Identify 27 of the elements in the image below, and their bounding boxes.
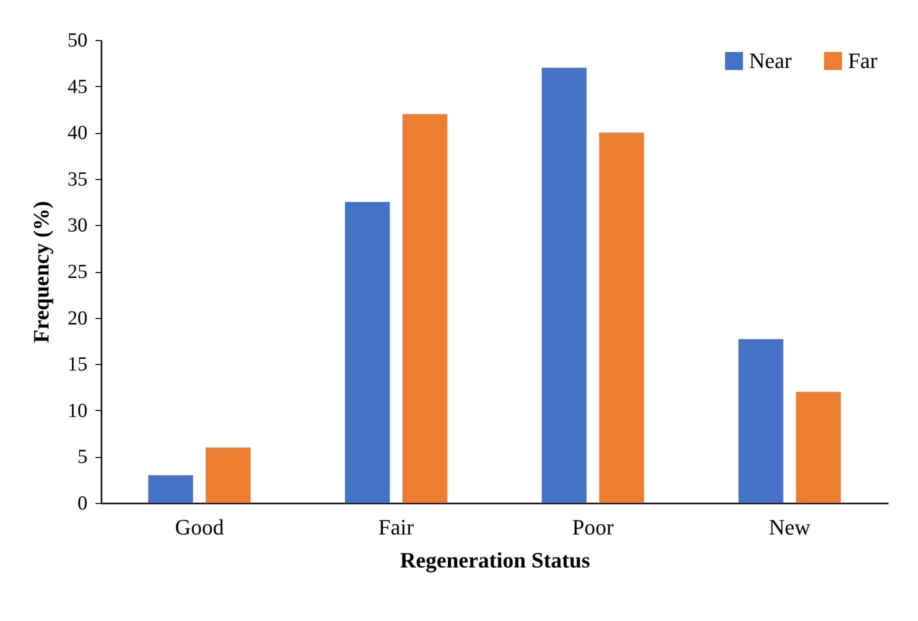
y-tick-label: 5: [78, 446, 88, 468]
y-tick-label: 10: [68, 400, 88, 422]
bar: [796, 392, 841, 503]
y-tick-label: 15: [68, 354, 88, 376]
x-tick-label: Poor: [572, 514, 614, 540]
bar: [599, 132, 644, 503]
legend-label: Near: [749, 48, 792, 73]
x-tick-label: New: [768, 514, 811, 540]
bar: [542, 68, 587, 503]
y-tick-label: 30: [68, 214, 88, 237]
bar: [148, 475, 194, 503]
x-axis-title: Regeneration Status: [400, 548, 590, 572]
x-tick-label: Fair: [378, 514, 415, 540]
y-tick-label: 0: [78, 492, 88, 514]
bar: [738, 339, 784, 503]
y-tick-label: 20: [68, 307, 88, 330]
legend-label: Far: [848, 48, 878, 73]
x-tick-label: Good: [174, 514, 224, 540]
y-tick-label: 35: [68, 168, 88, 190]
y-tick-label: 25: [68, 261, 88, 283]
y-tick-label: 40: [68, 122, 88, 144]
y-tick-label: 50: [68, 30, 88, 52]
y-tick-label: 45: [68, 76, 88, 98]
bar: [206, 447, 251, 503]
bar: [344, 202, 390, 503]
bar: [402, 114, 448, 503]
y-axis-title: Frequency (%): [28, 201, 54, 343]
